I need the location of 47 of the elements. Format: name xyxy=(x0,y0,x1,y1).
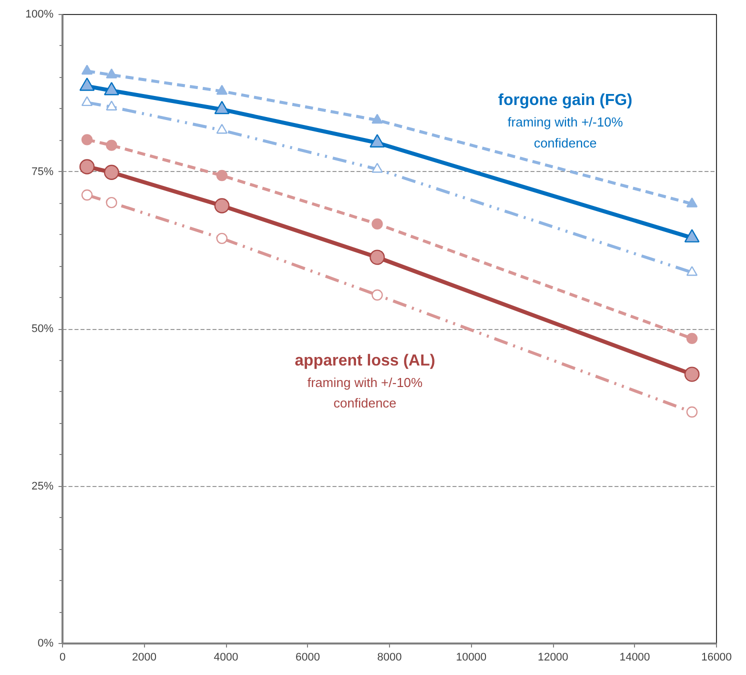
point xyxy=(81,134,93,146)
x-tick-label: 2000 xyxy=(132,652,156,664)
text: forgone gain (FG) xyxy=(498,92,632,110)
point xyxy=(104,164,120,180)
point xyxy=(106,140,118,151)
y-tick-label: 25% xyxy=(31,480,54,492)
x-tick-label: 4000 xyxy=(214,652,238,664)
point xyxy=(372,218,383,230)
point xyxy=(79,159,95,174)
x-tick-label: 12000 xyxy=(538,652,568,664)
x-tick-label: 14000 xyxy=(619,652,650,664)
point xyxy=(686,266,698,276)
x-tick-label: 16000 xyxy=(701,652,732,664)
point xyxy=(686,197,698,208)
point xyxy=(684,366,700,382)
point xyxy=(216,232,228,244)
point xyxy=(686,406,698,418)
point xyxy=(81,96,93,106)
annotation: framing with +/-10% confidence xyxy=(508,114,624,150)
y-tick-label: 0% xyxy=(38,638,54,650)
point xyxy=(79,78,95,91)
point xyxy=(372,162,383,173)
point xyxy=(106,68,118,78)
point xyxy=(104,82,120,96)
point xyxy=(372,289,383,301)
point xyxy=(216,170,228,182)
point xyxy=(216,124,228,134)
annotation: framing with +/-10% confidence xyxy=(307,374,424,411)
point xyxy=(106,196,118,208)
x-tick-label: 10000 xyxy=(456,652,487,664)
y-tick-label: 100% xyxy=(25,8,54,20)
point xyxy=(81,189,93,201)
point xyxy=(106,100,118,110)
x-tick-label: 6000 xyxy=(296,652,320,664)
point xyxy=(214,100,230,114)
y-tick-label: 50% xyxy=(31,323,54,335)
point xyxy=(81,64,93,75)
point xyxy=(372,114,383,124)
point xyxy=(686,332,698,344)
point xyxy=(370,250,385,265)
text: apparent loss (AL) xyxy=(294,352,436,370)
y-tick-label: 75% xyxy=(31,166,54,178)
point xyxy=(370,134,385,148)
point xyxy=(216,84,228,95)
x-tick-label: 8000 xyxy=(377,652,402,664)
x-tick-label: 0 xyxy=(59,652,66,664)
point xyxy=(214,198,230,214)
